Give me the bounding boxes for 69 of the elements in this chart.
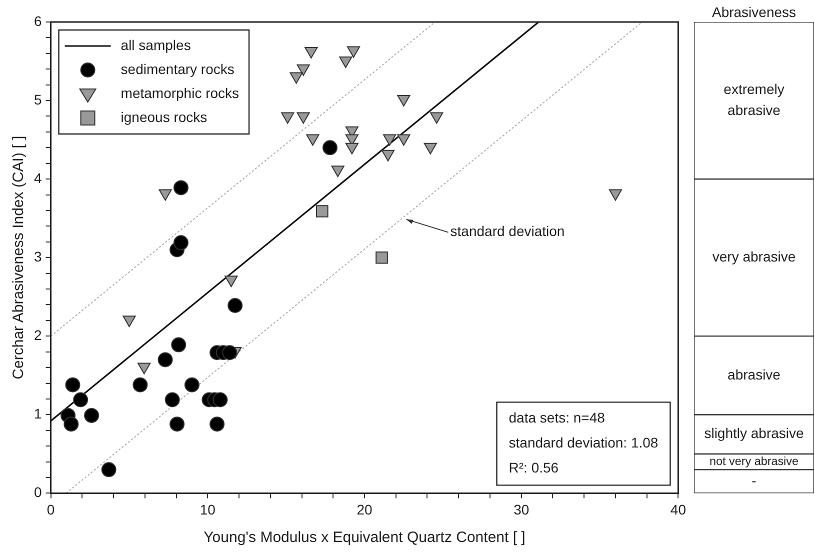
point [65,377,80,392]
series-label: abrasive [728,366,781,382]
point [383,134,396,146]
x-tick-label: 10 [200,501,216,518]
x-axis-title: Young's Modulus x Equivalent Quartz Content [ ] [204,529,526,546]
legend-label: all samples [120,36,191,53]
point [173,235,188,250]
point [164,392,180,408]
point [296,64,310,76]
point [424,142,437,154]
point [304,47,318,59]
y-tick-label: 3 [34,248,42,264]
y-tick-label: 6 [34,12,42,29]
legend-label: igneous rocks [120,108,208,125]
annotation: standard deviation: 1.08 [508,434,658,451]
point [212,392,228,408]
point [171,337,186,352]
point [210,416,225,432]
y-tick-label: 4 [34,170,42,186]
point [397,134,410,146]
point [397,94,410,106]
annotation: R²: 0.56 [508,460,559,476]
point [339,56,352,68]
point [345,142,359,154]
point [316,205,328,218]
point [381,150,395,162]
point [430,112,444,124]
point [608,189,622,201]
y-axis-title: Cerchar Abrasiveness Index (CAI) [ ] [10,136,28,380]
x-tick-label: 40 [670,501,686,518]
point [132,377,148,392]
legend-label: metamorphic rocks [120,84,240,101]
chart-title: Abrasiveness [712,4,796,20]
point [228,298,243,314]
point [296,112,310,124]
annotation: standard deviation [450,223,565,240]
series-label: not very abrasive [710,455,798,468]
series-label: extremely abrasive [724,80,784,118]
point [331,166,344,178]
point [73,392,88,408]
point [170,416,185,432]
y-tick-label: 1 [34,406,42,422]
point [64,416,79,432]
point [290,72,303,84]
x-tick-label: 0 [46,501,55,518]
y-tick-label: 2 [34,326,42,343]
annotation: data sets: n=48 [508,410,606,426]
point [322,140,338,156]
legend-label: sedimentary rocks [120,60,234,77]
point [158,189,172,201]
point [376,251,388,264]
point [281,112,294,124]
point [158,352,173,368]
point [101,462,116,478]
x-tick-label: 30 [514,501,530,518]
y-tick-label: 0 [34,484,42,500]
point [184,377,200,392]
point [224,276,238,288]
series-label: - [752,472,757,488]
point [346,46,360,58]
x-tick-label: 20 [356,501,372,518]
point [222,345,238,360]
point [122,316,136,328]
point [84,408,100,423]
y-tick-label: 5 [34,91,42,108]
point [173,180,188,196]
point [306,134,320,146]
series-label: very abrasive [712,248,796,264]
series-label: slightly abrasive [704,425,804,442]
